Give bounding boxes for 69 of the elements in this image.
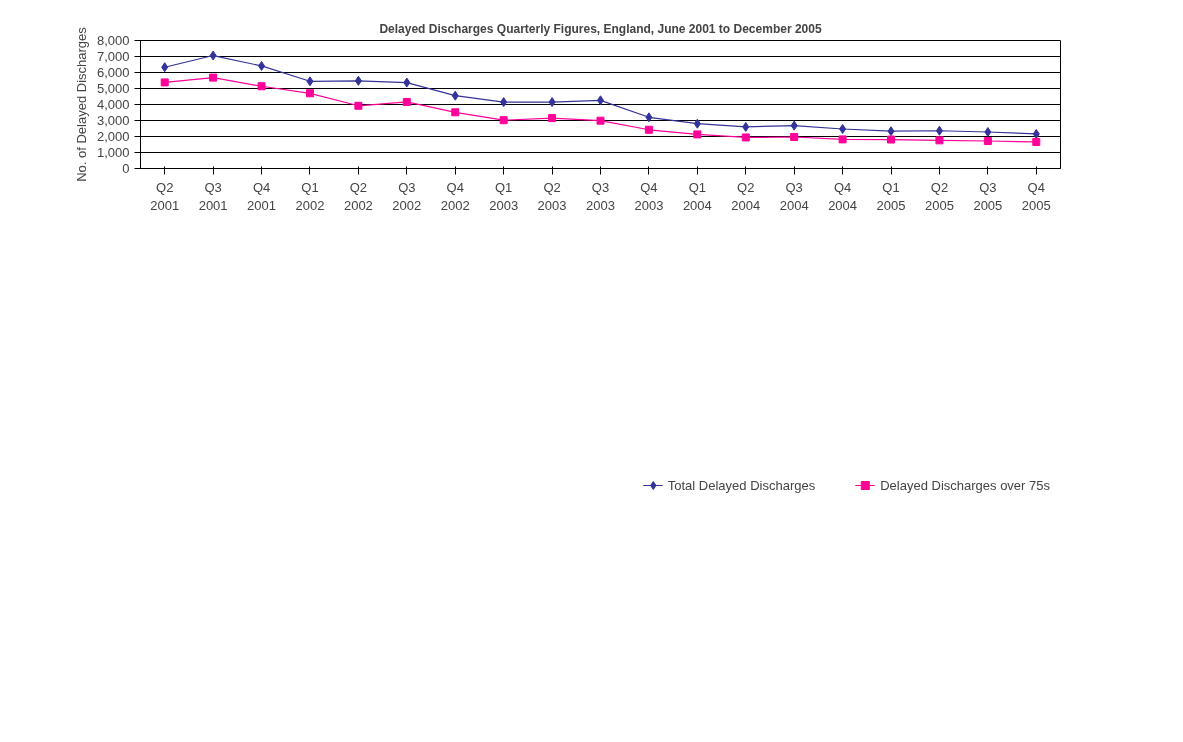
x-tick-label: Q1 2003 bbox=[489, 179, 519, 213]
point bbox=[258, 60, 266, 71]
point bbox=[983, 136, 992, 145]
point bbox=[1032, 128, 1040, 139]
chart-title: Delayed Discharges Quarterly Figures, England, June 2001 to December 2005 bbox=[379, 21, 822, 36]
point bbox=[645, 112, 653, 123]
point bbox=[984, 127, 992, 138]
y-tick-label: 5,000 bbox=[96, 81, 130, 96]
y-tick-label: 4,000 bbox=[96, 97, 130, 112]
point bbox=[838, 135, 847, 144]
point bbox=[1032, 137, 1041, 146]
point bbox=[693, 130, 702, 139]
point bbox=[402, 97, 411, 106]
y-tick-label: 1,000 bbox=[96, 145, 130, 160]
point bbox=[209, 50, 217, 61]
x-tick-label: Q4 2003 bbox=[634, 179, 664, 213]
legend-label: Total Delayed Discharges bbox=[667, 477, 816, 493]
x-tick-label: Q3 2004 bbox=[779, 179, 809, 213]
point bbox=[451, 90, 459, 101]
point bbox=[935, 136, 944, 145]
x-tick-label: Q2 2001 bbox=[150, 179, 180, 213]
point bbox=[354, 101, 363, 110]
point bbox=[257, 82, 266, 91]
point bbox=[887, 126, 895, 137]
x-tick-label: Q2 2003 bbox=[537, 179, 567, 213]
point bbox=[548, 114, 557, 123]
point bbox=[935, 125, 943, 136]
x-tick-label: Q3 2001 bbox=[198, 179, 228, 213]
y-axis-title: No. of Delayed Discharges bbox=[73, 26, 89, 182]
point bbox=[693, 118, 701, 129]
y-tick-label: 8,000 bbox=[96, 33, 130, 48]
point bbox=[306, 76, 314, 87]
point bbox=[596, 116, 605, 125]
y-tick-label: 0 bbox=[122, 161, 130, 176]
point bbox=[790, 132, 799, 141]
x-tick-label: Q2 2004 bbox=[731, 179, 761, 213]
legend-label: Delayed Discharges over 75s bbox=[880, 477, 1050, 493]
x-tick-label: Q1 2002 bbox=[295, 179, 325, 213]
point bbox=[741, 133, 750, 142]
point bbox=[354, 75, 362, 86]
point bbox=[451, 108, 460, 117]
x-tick-label: Q4 2002 bbox=[440, 179, 470, 213]
point bbox=[209, 73, 218, 82]
x-tick-label: Q1 2005 bbox=[876, 179, 906, 213]
y-tick-label: 6,000 bbox=[96, 65, 130, 80]
x-tick-label: Q3 2005 bbox=[973, 179, 1003, 213]
point bbox=[887, 135, 896, 144]
y-tick-label: 7,000 bbox=[96, 49, 130, 64]
x-tick-label: Q3 2003 bbox=[586, 179, 615, 213]
point bbox=[644, 125, 653, 134]
point bbox=[305, 89, 314, 98]
y-tick-label: 2,000 bbox=[96, 129, 130, 144]
x-tick-label: Q4 2001 bbox=[247, 179, 277, 213]
x-tick-label: Q2 2002 bbox=[343, 179, 373, 213]
point bbox=[161, 62, 169, 73]
x-tick-label: Q3 2002 bbox=[392, 179, 422, 213]
point bbox=[548, 97, 556, 108]
point bbox=[403, 77, 411, 88]
point bbox=[160, 78, 169, 87]
y-tick-label: 3,000 bbox=[96, 113, 130, 128]
point bbox=[499, 116, 508, 125]
point bbox=[839, 123, 847, 134]
point bbox=[742, 121, 750, 132]
x-tick-label: Q4 2005 bbox=[1021, 179, 1051, 213]
point bbox=[500, 97, 508, 108]
x-tick-label: Q1 2004 bbox=[682, 179, 712, 213]
x-tick-label: Q4 2004 bbox=[828, 179, 858, 213]
x-tick-label: Q2 2005 bbox=[924, 179, 954, 213]
point bbox=[790, 120, 798, 131]
